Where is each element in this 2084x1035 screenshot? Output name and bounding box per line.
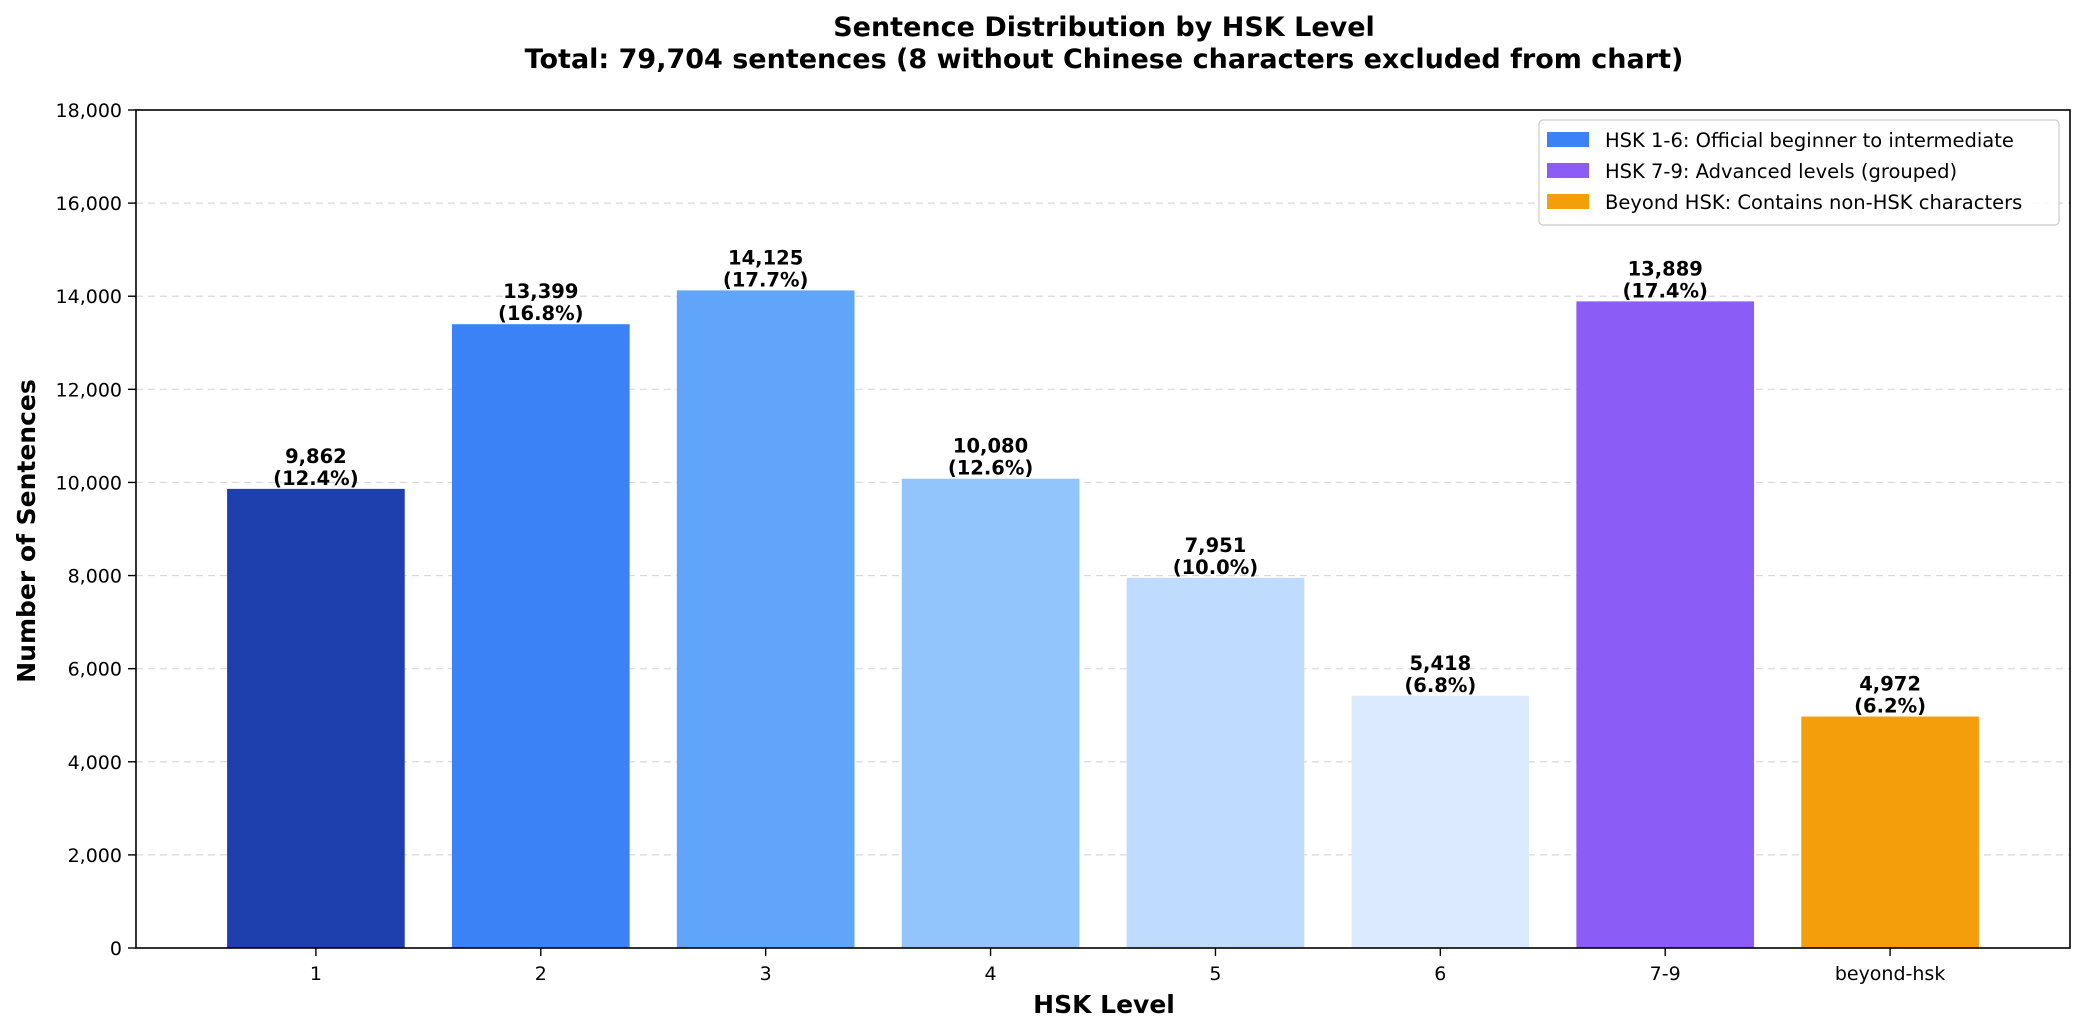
legend-box: [1538, 119, 2060, 226]
legend-label: HSK 1-6: Official beginner to intermedia…: [1605, 129, 2014, 152]
bar-percent-label: (12.6%): [948, 457, 1033, 480]
bar-value-label: 13,889: [1628, 257, 1703, 280]
bar-percent-label: (17.7%): [723, 268, 808, 291]
bars: [227, 290, 1979, 948]
legend-swatch: [1547, 163, 1589, 178]
y-tick-label: 16,000: [56, 193, 122, 215]
bar-percent-label: (6.8%): [1404, 674, 1476, 697]
x-tick-label: 1: [310, 963, 322, 985]
y-tick-label: 2,000: [68, 845, 122, 867]
x-tick-label: 6: [1434, 963, 1446, 985]
chart-title: Sentence Distribution by HSK Level: [833, 12, 1375, 43]
x-tick-label: 4: [985, 963, 997, 985]
bar-percent-label: (16.8%): [498, 302, 583, 325]
x-axis: 1 2 3 4 5 6 7-9 beyond-hsk: [310, 948, 1945, 985]
x-tick-label: beyond-hsk: [1835, 963, 1946, 985]
bar-percent-label: (10.0%): [1173, 556, 1258, 579]
chart-subtitle: Total: 79,704 sentences (8 without Chine…: [525, 44, 1684, 75]
bar-value-label: 9,862: [285, 445, 347, 468]
y-tick-label: 10,000: [56, 472, 122, 494]
bar-6: [1351, 695, 1530, 948]
bar-value-label: 7,951: [1185, 534, 1247, 557]
x-tick-label: 7-9: [1650, 963, 1681, 985]
bar-3: [676, 290, 855, 948]
y-tick-label: 6,000: [68, 659, 122, 681]
y-axis-label: Number of Sentences: [12, 379, 41, 683]
bar-2: [451, 324, 630, 948]
x-tick-label: 5: [1209, 963, 1221, 985]
legend-swatch: [1547, 194, 1589, 209]
bar-value-label: 13,399: [503, 280, 578, 303]
bar-4: [901, 478, 1080, 948]
plot-area: [135, 109, 2071, 949]
bar-value-label: 10,080: [953, 435, 1028, 458]
bar-7-9: [1576, 301, 1755, 948]
bar-percent-label: (12.4%): [273, 467, 358, 490]
data-labels: 9,862(12.4%) 13,399(16.8%) 14,125(17.7%) 10…: [273, 246, 1926, 717]
y-tick-label: 4,000: [68, 752, 122, 774]
bar-percent-label: (17.4%): [1622, 279, 1707, 302]
bar-1: [227, 488, 405, 948]
x-axis-label: HSK Level: [1033, 990, 1175, 1019]
bar-5: [1126, 577, 1305, 948]
y-tick-label: 0: [110, 938, 122, 960]
legend-swatch: [1547, 132, 1589, 147]
y-tick-label: 14,000: [56, 286, 122, 308]
y-tick-label: 12,000: [56, 379, 122, 401]
legend: HSK 1-6: Official beginner to intermedia…: [1538, 119, 2060, 226]
y-tick-label: 8,000: [68, 566, 122, 588]
legend-label: Beyond HSK: Contains non-HSK characters: [1605, 191, 2022, 214]
y-axis: 0 2,000 4,000 6,000 8,000 10,000 12,000 14,000 1…: [56, 100, 136, 960]
bar-beyond-hsk: [1801, 716, 1979, 948]
bar-value-label: 14,125: [728, 246, 803, 269]
bar-value-label: 4,972: [1859, 673, 1921, 696]
x-tick-label: 3: [760, 963, 772, 985]
bar-value-label: 5,418: [1409, 652, 1471, 675]
gridlines: [136, 202, 2070, 856]
x-tick-label: 2: [535, 963, 547, 985]
bar-percent-label: (6.2%): [1854, 695, 1926, 718]
y-tick-label: 18,000: [56, 100, 122, 122]
legend-label: HSK 7-9: Advanced levels (grouped): [1605, 160, 1957, 183]
